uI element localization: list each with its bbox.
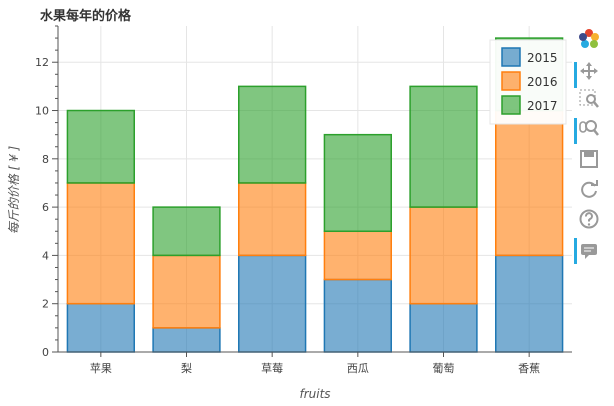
- y-axis-label: 每斤的价格 [ ¥ ]: [7, 145, 21, 234]
- y-tick-label: 4: [42, 249, 49, 262]
- pan-icon[interactable]: [578, 60, 600, 82]
- y-tick-label: 0: [42, 346, 49, 359]
- bar-2016-1: [152, 254, 221, 329]
- plot-area: [58, 26, 572, 352]
- y-tick-label: 8: [42, 153, 49, 166]
- bar-2017-4: [409, 85, 478, 208]
- bar-2016-0: [66, 182, 135, 305]
- legend-label-2015: 2015: [527, 51, 558, 65]
- bar-2015-4: [409, 302, 478, 353]
- chart-title: 水果每年的价格: [40, 8, 132, 24]
- y-tick-label: 6: [42, 201, 49, 214]
- x-tick-label: 香蕉: [518, 362, 540, 375]
- legend-label-2016: 2016: [527, 75, 558, 89]
- legend: 2015 2016 2017: [489, 39, 567, 125]
- bar-2016-3: [323, 230, 392, 281]
- bar-2015-2: [238, 254, 307, 353]
- wheel-zoom-icon[interactable]: [578, 116, 600, 138]
- x-tick-label: 苹果: [90, 361, 112, 375]
- legend-label-2017: 2017: [527, 99, 558, 113]
- y-tick-label: 12: [35, 56, 49, 69]
- bars: [66, 37, 564, 353]
- legend-swatch-2016: [501, 71, 521, 91]
- pan-active-indicator: [574, 62, 577, 88]
- box-zoom-icon[interactable]: [578, 88, 600, 110]
- wheel-zoom-active-indicator: [574, 118, 577, 144]
- help-icon[interactable]: [578, 208, 600, 230]
- y-tick-label: 2: [42, 298, 49, 311]
- bar-2017-0: [66, 109, 135, 184]
- bar-2015-5: [495, 254, 564, 353]
- legend-swatch-2017: [501, 95, 521, 115]
- y-tick-label: 10: [35, 105, 49, 118]
- bar-2015-3: [323, 278, 392, 353]
- bar-2016-2: [238, 182, 307, 257]
- hover-icon[interactable]: [578, 240, 600, 262]
- x-tick-label: 西瓜: [347, 362, 369, 375]
- x-tick-label: 梨: [181, 361, 192, 375]
- x-axis-label: fruits: [299, 387, 330, 401]
- legend-swatch-2015: [501, 47, 521, 67]
- save-icon[interactable]: [578, 148, 600, 170]
- hover-active-indicator: [574, 238, 577, 264]
- reset-icon[interactable]: [578, 178, 600, 200]
- chart-toolbar: [574, 28, 610, 268]
- x-tick-label: 葡萄: [433, 362, 455, 375]
- x-tick-label: 草莓: [261, 362, 283, 375]
- bar-2015-0: [66, 302, 135, 353]
- bar-2015-1: [152, 327, 221, 353]
- bar-2017-1: [152, 206, 221, 257]
- bar-2017-2: [238, 85, 307, 184]
- bar-2017-3: [323, 133, 392, 233]
- bar-2016-4: [409, 206, 478, 305]
- axes: 0 2 4 6 8 10 12 苹果 梨 草莓 西瓜 葡萄 香蕉: [35, 25, 572, 375]
- bokeh-logo-icon[interactable]: [578, 28, 600, 50]
- bar-2016-5: [495, 109, 564, 257]
